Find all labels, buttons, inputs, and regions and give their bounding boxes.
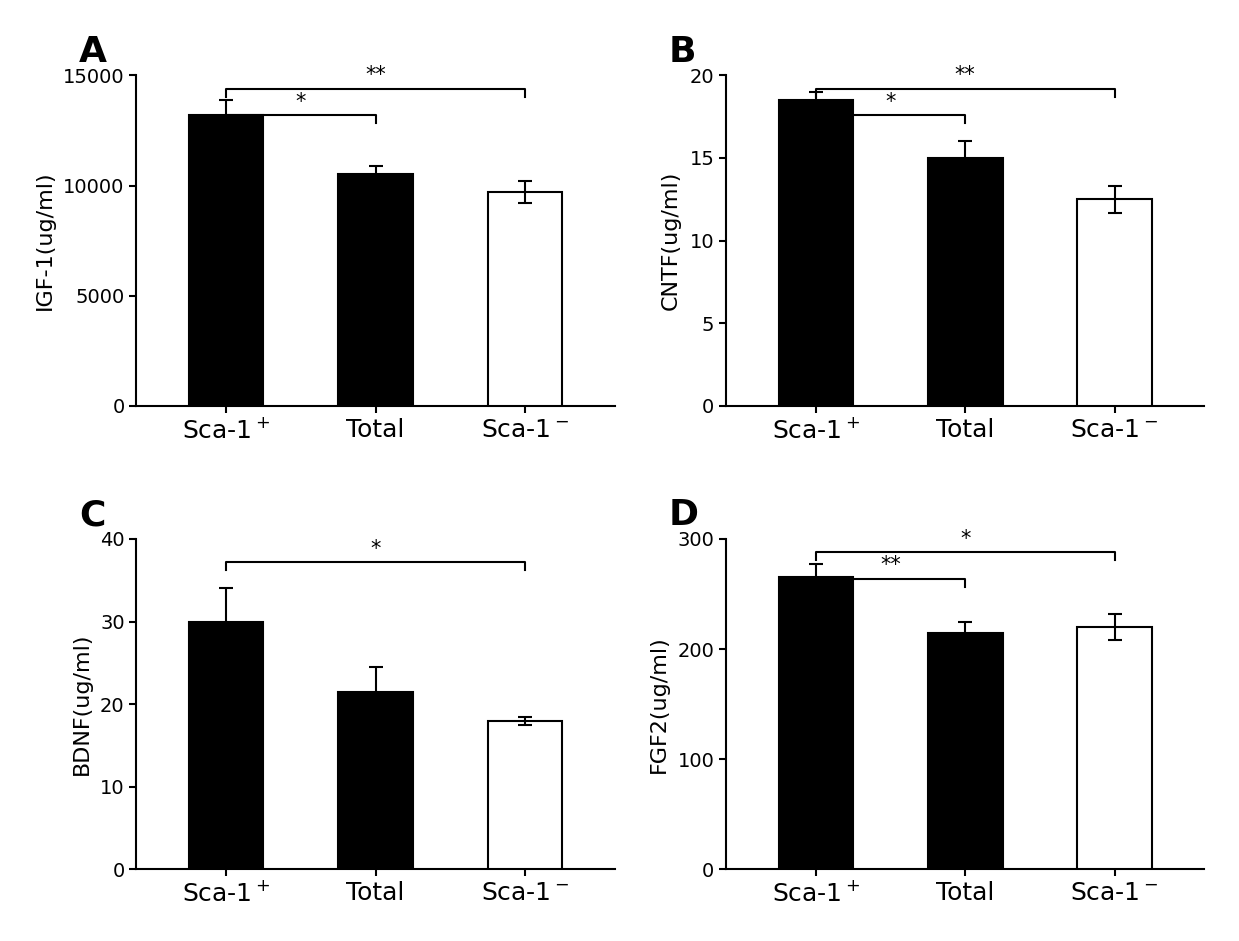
Text: **: ** <box>880 555 901 575</box>
Bar <box>188 621 264 869</box>
Bar <box>338 692 413 869</box>
Text: *: * <box>886 91 896 112</box>
Text: **: ** <box>955 65 975 86</box>
Text: C: C <box>79 498 105 533</box>
Bar <box>928 632 1002 869</box>
Text: *: * <box>370 538 380 559</box>
Bar <box>1077 627 1152 869</box>
Bar <box>188 115 264 406</box>
Text: *: * <box>960 529 970 549</box>
Bar <box>487 192 563 406</box>
Bar <box>928 158 1002 406</box>
Y-axis label: CNTF(ug/ml): CNTF(ug/ml) <box>662 171 681 311</box>
Bar <box>338 174 413 406</box>
Bar <box>778 100 854 406</box>
Y-axis label: FGF2(ug/ml): FGF2(ug/ml) <box>649 635 669 774</box>
Y-axis label: IGF-1(ug/ml): IGF-1(ug/ml) <box>35 171 55 311</box>
Text: *: * <box>296 91 306 112</box>
Text: **: ** <box>366 65 385 86</box>
Y-axis label: BDNF(ug/ml): BDNF(ug/ml) <box>72 633 92 775</box>
Bar <box>778 578 854 869</box>
Bar <box>487 721 563 869</box>
Text: B: B <box>669 35 696 69</box>
Text: D: D <box>669 498 699 533</box>
Bar <box>1077 199 1152 406</box>
Text: A: A <box>79 35 107 69</box>
